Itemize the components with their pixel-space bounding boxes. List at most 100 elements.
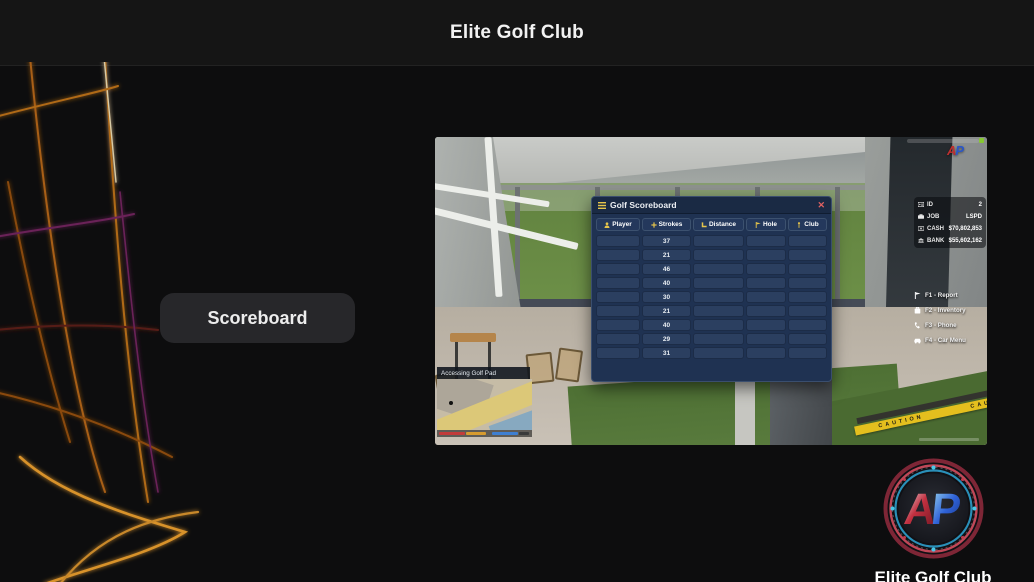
table-row: 40 — [596, 319, 827, 331]
distance-cell — [693, 263, 744, 275]
close-icon[interactable]: ✕ — [817, 199, 825, 210]
scene-table-leg — [455, 342, 458, 380]
hud-stat-value: 2 — [978, 201, 982, 208]
hotkey-car-menu: F4 - Car Menu — [914, 337, 966, 344]
distance-cell — [693, 305, 744, 317]
golf-club-icon — [796, 221, 802, 228]
hud-stat-label: BANK — [927, 237, 945, 244]
strokes-cell: 21 — [642, 249, 691, 261]
table-row: 31 — [596, 347, 827, 359]
server-status-icon — [979, 138, 984, 143]
player-cell — [596, 277, 640, 289]
table-row: 46 — [596, 263, 827, 275]
logo-letter-p: P — [928, 485, 962, 534]
hole-cell — [746, 333, 786, 345]
scene-chair — [554, 347, 584, 383]
hud-stat-id: ID 2 — [918, 200, 982, 209]
player-cell — [596, 291, 640, 303]
club-cell — [788, 291, 827, 303]
game-screenshot[interactable]: CAUTION CAUTION AP Golf Scoreboard ✕ Pla… — [435, 137, 987, 445]
scoreboard-titlebar: Golf Scoreboard ✕ — [592, 197, 831, 214]
stamina-bar — [492, 432, 518, 435]
player-cell — [596, 263, 640, 275]
club-cell — [788, 263, 827, 275]
bar-gap — [487, 432, 491, 435]
strokes-cell: 31 — [642, 347, 691, 359]
car-icon — [914, 337, 921, 344]
scoreboard-rows: 37 21 46 40 — [592, 233, 831, 363]
player-cell — [596, 347, 640, 359]
column-header-label: Strokes — [658, 221, 683, 228]
phone-icon — [914, 322, 921, 329]
hotkey-label: F3 - Phone — [925, 322, 957, 329]
player-cell — [596, 319, 640, 331]
table-row: 21 — [596, 305, 827, 317]
column-header-hole[interactable]: Hole — [746, 218, 786, 231]
hole-cell — [746, 263, 786, 275]
column-header-label: Club — [804, 221, 819, 228]
strokes-cell: 21 — [642, 305, 691, 317]
hotkey-phone: F3 - Phone — [914, 322, 966, 329]
health-bar — [439, 432, 465, 435]
club-cell — [788, 277, 827, 289]
hotkey-inventory: F2 - Inventory — [914, 307, 966, 314]
minimap: Accessing Golf Pad — [437, 367, 532, 442]
scene-window-rail — [435, 185, 875, 190]
hole-cell — [746, 319, 786, 331]
hud-stat-cash: CASH $70,802,853 — [918, 224, 982, 233]
hole-cell — [746, 277, 786, 289]
strokes-cell: 40 — [642, 277, 691, 289]
list-icon — [598, 201, 606, 209]
scene-window-mullion — [515, 187, 520, 307]
logo-letter-a: A — [901, 485, 938, 534]
ruler-icon — [701, 221, 707, 228]
club-cell — [788, 305, 827, 317]
scoreboard-header-row: Player Strokes Distance Hole — [592, 214, 831, 233]
hole-cell — [746, 249, 786, 261]
distance-cell — [693, 319, 744, 331]
hud-stat-value: LSPD — [965, 213, 982, 220]
player-cell — [596, 235, 640, 247]
distance-cell — [693, 347, 744, 359]
inventory-icon — [914, 307, 921, 314]
column-header-distance[interactable]: Distance — [693, 218, 744, 231]
ap-watermark: AP — [947, 143, 964, 158]
hud-hotkeys: F1 - Report F2 - Inventory F3 - Phone F4… — [914, 292, 966, 344]
armor-bar — [466, 432, 486, 435]
scene-table — [450, 333, 496, 342]
strokes-cell: 29 — [642, 333, 691, 345]
player-cell — [596, 305, 640, 317]
column-header-label: Player — [612, 221, 632, 228]
scoreboard-button[interactable]: Scoreboard — [160, 293, 355, 343]
hotkey-label: F4 - Car Menu — [925, 337, 966, 344]
distance-cell — [693, 277, 744, 289]
hole-cell — [746, 347, 786, 359]
ap-watermark-p: P — [955, 143, 964, 158]
id-card-icon — [918, 202, 924, 207]
column-header-player[interactable]: Player — [596, 218, 640, 231]
distance-cell — [693, 249, 744, 261]
hole-cell — [746, 291, 786, 303]
hotkey-report: F1 - Report — [914, 292, 966, 299]
table-row: 29 — [596, 333, 827, 345]
hud-stat-value: $55,602,162 — [948, 237, 982, 244]
strokes-cell: 37 — [642, 235, 691, 247]
briefcase-icon — [918, 214, 924, 219]
table-row: 37 — [596, 235, 827, 247]
column-header-strokes[interactable]: Strokes — [642, 218, 691, 231]
empty-bar — [519, 432, 529, 435]
minimap-map — [437, 379, 532, 430]
hotkey-label: F2 - Inventory — [925, 307, 966, 314]
server-watermark-text — [907, 139, 979, 143]
table-row: 30 — [596, 291, 827, 303]
distance-cell — [693, 235, 744, 247]
minimap-player-blip — [449, 401, 453, 405]
club-cell — [788, 249, 827, 261]
plus-icon — [650, 221, 657, 228]
club-cell — [788, 319, 827, 331]
brand-name: Elite Golf Club — [874, 568, 992, 582]
distance-cell — [693, 291, 744, 303]
scene-pole — [735, 375, 755, 445]
column-header-club[interactable]: Club — [788, 218, 827, 231]
hole-cell — [746, 305, 786, 317]
